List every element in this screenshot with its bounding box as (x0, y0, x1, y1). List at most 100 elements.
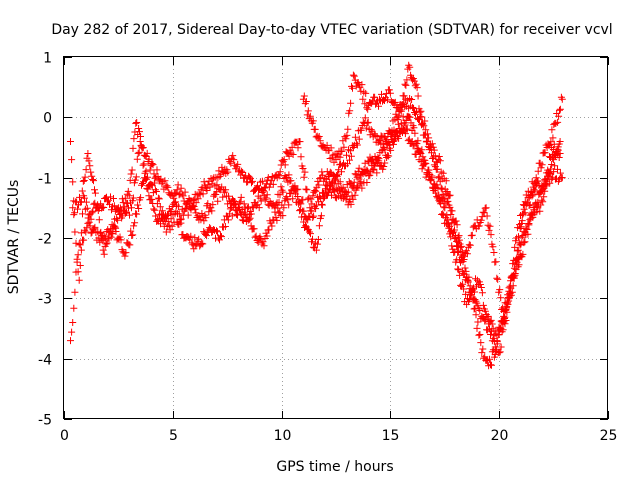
data-point (68, 328, 76, 336)
data-point (86, 222, 94, 230)
data-point (460, 285, 468, 293)
data-point (377, 140, 385, 148)
data-point (440, 194, 448, 202)
data-point (131, 219, 139, 227)
data-point (218, 233, 225, 241)
data-point (279, 188, 287, 196)
data-point (311, 125, 319, 133)
data-point (556, 105, 564, 113)
data-point (292, 139, 300, 147)
data-point (503, 300, 511, 308)
data-point (472, 311, 480, 319)
data-point (78, 187, 86, 195)
data-point (454, 242, 461, 250)
data-point (227, 159, 235, 167)
data-point (518, 233, 526, 241)
data-point (465, 241, 473, 249)
data-point (357, 87, 365, 95)
data-point (496, 324, 504, 332)
data-point (256, 194, 264, 202)
data-point (434, 174, 442, 182)
data-point (259, 186, 267, 194)
data-point (385, 86, 393, 94)
data-point (135, 125, 143, 132)
data-point (121, 252, 129, 260)
data-point (536, 207, 544, 215)
data-point (481, 353, 489, 361)
data-point (544, 166, 552, 174)
data-point (428, 174, 436, 182)
data-point (81, 194, 88, 202)
data-point (478, 213, 486, 221)
data-point (281, 161, 289, 169)
data-point (137, 194, 145, 202)
data-point (71, 228, 79, 236)
data-point (309, 235, 316, 243)
data-point (477, 216, 485, 224)
data-point (91, 189, 99, 197)
data-point (427, 177, 435, 185)
data-point (338, 168, 345, 176)
data-point (126, 211, 133, 219)
data-point (152, 212, 160, 220)
data-point (80, 177, 88, 184)
data-point (235, 199, 243, 207)
data-point (136, 138, 144, 145)
data-point (445, 220, 453, 228)
data-point (467, 291, 475, 299)
y-tick-label: -1 (38, 172, 52, 188)
data-point (321, 174, 329, 182)
data-point (252, 186, 259, 194)
data-point (351, 191, 359, 199)
data-point (413, 84, 421, 92)
data-point (444, 197, 452, 205)
data-point (79, 210, 86, 218)
data-point (471, 304, 479, 312)
data-point (556, 106, 563, 114)
data-point (164, 212, 171, 219)
data-point (85, 157, 93, 165)
data-point (380, 132, 388, 140)
data-point (486, 222, 494, 230)
data-point (369, 166, 377, 174)
data-point (69, 319, 77, 326)
data-point (181, 188, 189, 196)
data-point (437, 200, 445, 208)
data-point (279, 212, 287, 220)
data-point (83, 224, 91, 232)
data-point (75, 276, 83, 284)
data-point (548, 126, 556, 134)
data-point (151, 206, 159, 214)
data-point (128, 166, 136, 174)
data-point (74, 268, 82, 276)
data-point (419, 153, 427, 161)
data-point (402, 81, 410, 89)
data-point (531, 187, 539, 195)
data-point (301, 168, 309, 176)
data-point (348, 192, 356, 200)
data-point (387, 146, 395, 154)
data-point (130, 135, 138, 143)
data-point (90, 177, 97, 185)
data-point (132, 173, 140, 181)
data-point (422, 173, 430, 181)
data-point (131, 176, 139, 184)
data-point (468, 285, 476, 293)
data-point (224, 216, 232, 224)
data-point (210, 226, 218, 233)
data-point (411, 129, 419, 137)
data-point (347, 200, 355, 208)
data-point (272, 214, 280, 221)
data-point (294, 144, 302, 152)
data-point (473, 324, 481, 332)
data-point (549, 134, 557, 142)
data-point (331, 193, 339, 201)
data-point (525, 221, 533, 229)
data-point (314, 236, 322, 243)
data-point (524, 230, 532, 238)
data-point (294, 193, 302, 200)
data-point (404, 65, 412, 73)
data-point (187, 232, 195, 240)
data-point (151, 174, 159, 182)
data-point (495, 331, 503, 338)
